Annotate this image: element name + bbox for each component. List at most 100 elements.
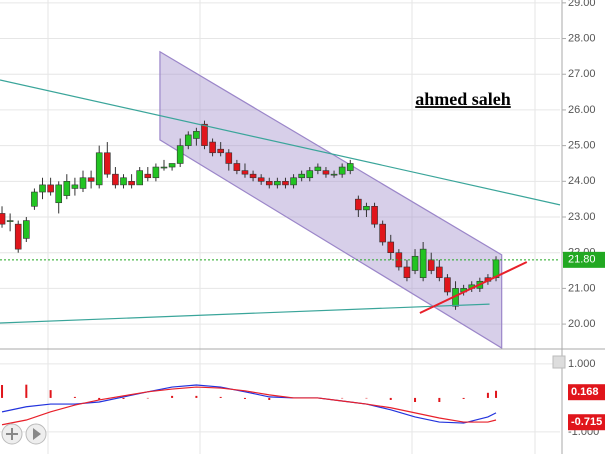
candle-body [47,184,54,193]
candle-body [379,223,386,243]
candle-body [14,223,22,250]
candle-body [144,173,152,179]
histogram-bar [98,397,101,400]
channel [159,50,503,350]
candle-body [55,184,63,204]
candle-body [6,220,14,222]
candle-body [436,266,443,278]
candle-body [120,177,127,186]
value-marker-label: 0.168 [571,386,599,398]
histogram-bar [146,397,149,399]
candle-body [257,177,265,182]
candle-body [371,206,378,225]
candle-body [241,170,249,175]
candle-body [444,277,451,293]
candle-body [265,181,273,186]
y-tick-label: 21.00 [568,282,596,294]
histogram-bar [365,397,368,399]
candle-body [427,259,435,271]
candle-body [136,170,143,186]
y-tick-label: 26.00 [568,104,596,116]
histogram-bar [49,390,52,398]
candle-body [363,206,370,211]
candle-body [0,213,6,225]
candle-body [87,177,95,182]
annotation: ahmed saleh [415,89,511,109]
signal-line [1,386,497,426]
candle-body [346,163,354,171]
candle-body [217,148,224,154]
zoom-icon [6,428,18,440]
candle-body [184,134,192,146]
price-panel: 20.0021.0022.0023.0024.0025.0026.0027.00… [0,0,605,350]
histogram-bar [25,384,28,398]
histogram-bar [341,397,344,399]
candle-body [31,191,38,207]
candle-body [314,166,322,171]
histogram-bar [1,385,4,398]
candle-body [112,173,119,186]
candle-body [209,141,216,154]
last-price-label: 21.80 [568,254,596,266]
last-price-box [563,251,605,268]
candle-body [387,241,395,254]
value-marker [568,384,605,401]
y-tick-label: 1.000 [568,358,596,370]
candle-body [274,181,281,186]
panel-button[interactable] [552,355,566,369]
candle-body [193,131,200,139]
candle-body [306,170,314,179]
candle-body [79,177,87,189]
candle-body [225,152,233,164]
candle-body [290,177,297,186]
histogram-bar [171,395,174,398]
histogram-bar [414,397,417,402]
y-tick-label: 25.00 [568,140,596,152]
histogram-bar [438,397,441,402]
y-tick-label: 23.00 [568,211,596,223]
y-tick-label: 28.00 [568,32,596,44]
y-tick-label: 27.00 [568,68,596,80]
candle-body [298,173,305,179]
candle-body [201,123,208,146]
candle-body [128,181,135,186]
candle-body [233,163,241,171]
histogram-bar [122,397,125,399]
candle-body [403,266,411,278]
candle-body [411,255,419,271]
candle-body [338,166,346,175]
value-marker-label: -0.715 [571,416,602,428]
histogram-bar [195,395,198,398]
y-tick-label: 29.00 [568,0,596,9]
y-tick-label: 24.00 [568,175,596,187]
candle-body [330,173,338,176]
histogram-bar [268,397,271,400]
candle-body [419,248,427,278]
histogram-bar [495,390,498,398]
candle-body [95,152,103,186]
candle-body [63,181,71,196]
candle-body [160,166,168,169]
histogram-bar [73,396,76,398]
histogram-bar [219,396,222,398]
histogram-bar [462,397,465,399]
candle-body [282,181,289,186]
candle-body [39,184,46,193]
candle-body [176,145,184,164]
candle-body [322,170,330,175]
trendline [0,79,561,206]
trendline [0,303,490,324]
value-marker [568,414,605,431]
candle-body [71,184,79,189]
candle-body [249,173,257,179]
histogram-bar [243,397,246,399]
candle-body [23,220,30,239]
trendline [419,261,528,314]
histogram-bar [389,397,392,400]
candle-body [104,152,111,175]
y-tick-label: 20.00 [568,318,596,330]
play-icon [33,428,41,440]
candle-body [152,166,160,179]
